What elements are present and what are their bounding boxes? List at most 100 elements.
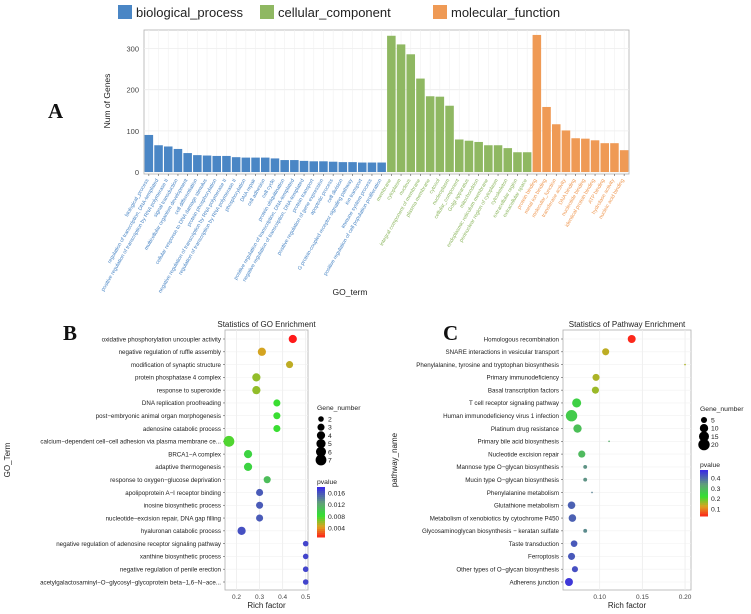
chart-title: Statistics of Pathway Enrichment (569, 320, 686, 329)
color-legend-bar-segment (700, 493, 708, 497)
bar (435, 96, 445, 172)
color-legend-bar-segment (317, 507, 325, 510)
y-tick-label: Phenylalanine, tyrosine and tryptophan b… (416, 362, 559, 369)
color-legend-bar-segment (317, 523, 325, 526)
data-point (608, 440, 610, 443)
bar (163, 146, 173, 172)
color-legend-bar-segment (700, 510, 708, 513)
legend-label-biological_process: biological_process (136, 5, 243, 20)
size-legend-label: 5 (711, 418, 715, 425)
data-point (564, 578, 573, 586)
y-tick-label: inosine biosynthetic process (144, 503, 221, 510)
y-tick-label: Taste transduction (509, 541, 560, 548)
color-legend-bar-segment (317, 493, 325, 496)
y-tick-label: Human immunodeficiency virus 1 infection (443, 413, 559, 420)
bar (464, 140, 474, 172)
bar (425, 96, 435, 172)
y-tick-label: Other types of O−glycan biosynthesis (456, 567, 559, 574)
bar (357, 162, 367, 172)
color-legend-bar-segment (700, 470, 708, 473)
data-point (573, 424, 582, 433)
color-legend-bar-segment (700, 499, 708, 502)
data-point (567, 552, 576, 560)
size-legend-dot (700, 416, 708, 424)
bar (348, 162, 357, 172)
color-legend-bar-segment (700, 508, 708, 511)
data-point (602, 348, 610, 356)
x-tick-label: 0.15 (636, 594, 649, 601)
bar (183, 153, 192, 172)
color-legend-bar-segment (317, 519, 325, 522)
bar (173, 148, 183, 172)
y-tick-label: xanthine biosynthetic process (140, 554, 221, 561)
size-legend-dot (315, 446, 327, 457)
data-point (565, 410, 578, 422)
data-point (302, 579, 309, 585)
data-point (571, 566, 578, 573)
data-point (256, 514, 264, 522)
bar (193, 155, 202, 172)
bar (328, 161, 338, 172)
data-point (288, 334, 297, 344)
color-legend-bar-segment (317, 503, 325, 506)
bar (270, 158, 280, 172)
bar (319, 161, 328, 172)
data-point (583, 464, 588, 469)
data-point (567, 501, 576, 510)
panel-letter-c: C (443, 321, 458, 345)
data-point (223, 435, 235, 447)
legend-swatch-biological_process (118, 5, 132, 19)
y-tick-label: Basal transcription factors (488, 387, 559, 394)
data-point (572, 398, 582, 408)
color-legend-bar-segment (700, 479, 708, 482)
size-legend-dot (699, 424, 709, 433)
color-legend-bar-segment (317, 505, 325, 508)
bar (503, 148, 513, 172)
bar (551, 124, 561, 172)
bar (251, 157, 260, 172)
data-point (583, 477, 588, 482)
y-tick-label: DNA replication proofreading (142, 400, 222, 407)
bar (260, 157, 270, 172)
bar (309, 161, 319, 172)
y-tick-label: acetylgalactosaminyl−O−glycosyl−glycopro… (40, 579, 221, 586)
legend-label-molecular_function: molecular_function (451, 5, 560, 20)
bar (202, 155, 212, 172)
size-legend-title: Gene_number (700, 406, 744, 413)
y-tick-label: Mucin type O−glycan biosynthesis (465, 477, 559, 484)
color-legend-bar-segment (317, 517, 325, 520)
y-tick-label: hyaluronan catabolic process (141, 528, 221, 535)
panel-letter-a: A (48, 99, 64, 123)
legend-swatch-molecular_function (433, 5, 447, 19)
bar (513, 152, 522, 172)
color-legend-bar-segment (700, 473, 708, 477)
y-tick-label: negative regulation of ruffle assembly (119, 349, 222, 356)
size-legend-dot (698, 438, 710, 451)
color-legend-bar-segment (700, 488, 708, 491)
y-tick-label: 200 (126, 86, 139, 95)
y-tick-label: adenosine catabolic process (143, 426, 221, 433)
x-axis-title: GO_term (333, 287, 368, 297)
data-point (243, 462, 253, 472)
color-legend-label: 0.016 (328, 490, 345, 497)
color-legend-bar-segment (317, 533, 325, 536)
size-legend-label: 3 (328, 425, 332, 432)
color-legend-bar-segment (317, 531, 325, 534)
y-tick-label: SNARE interactions in vesicular transpor… (446, 349, 560, 356)
data-point (592, 373, 600, 381)
bar (241, 157, 251, 172)
color-legend-bar-segment (317, 501, 325, 504)
y-tick-label: negative regulation of penile erection (120, 567, 222, 574)
size-legend-dot (318, 416, 324, 422)
y-tick-label: Primary bile acid biosynthesis (477, 439, 559, 446)
size-legend-label: 15 (711, 434, 719, 441)
y-tick-label: BRCA1−A complex (168, 451, 222, 458)
x-tick-label: 0.4 (278, 594, 287, 601)
data-point (583, 528, 588, 533)
y-tick-label: nucleotide−excision repair, DNA gap fill… (106, 515, 222, 522)
data-point (570, 540, 578, 547)
y-tick-label: adaptive thermogenesis (155, 464, 221, 471)
legend-label-cellular_component: cellular_component (278, 5, 391, 20)
color-legend-bar-segment (317, 509, 325, 512)
